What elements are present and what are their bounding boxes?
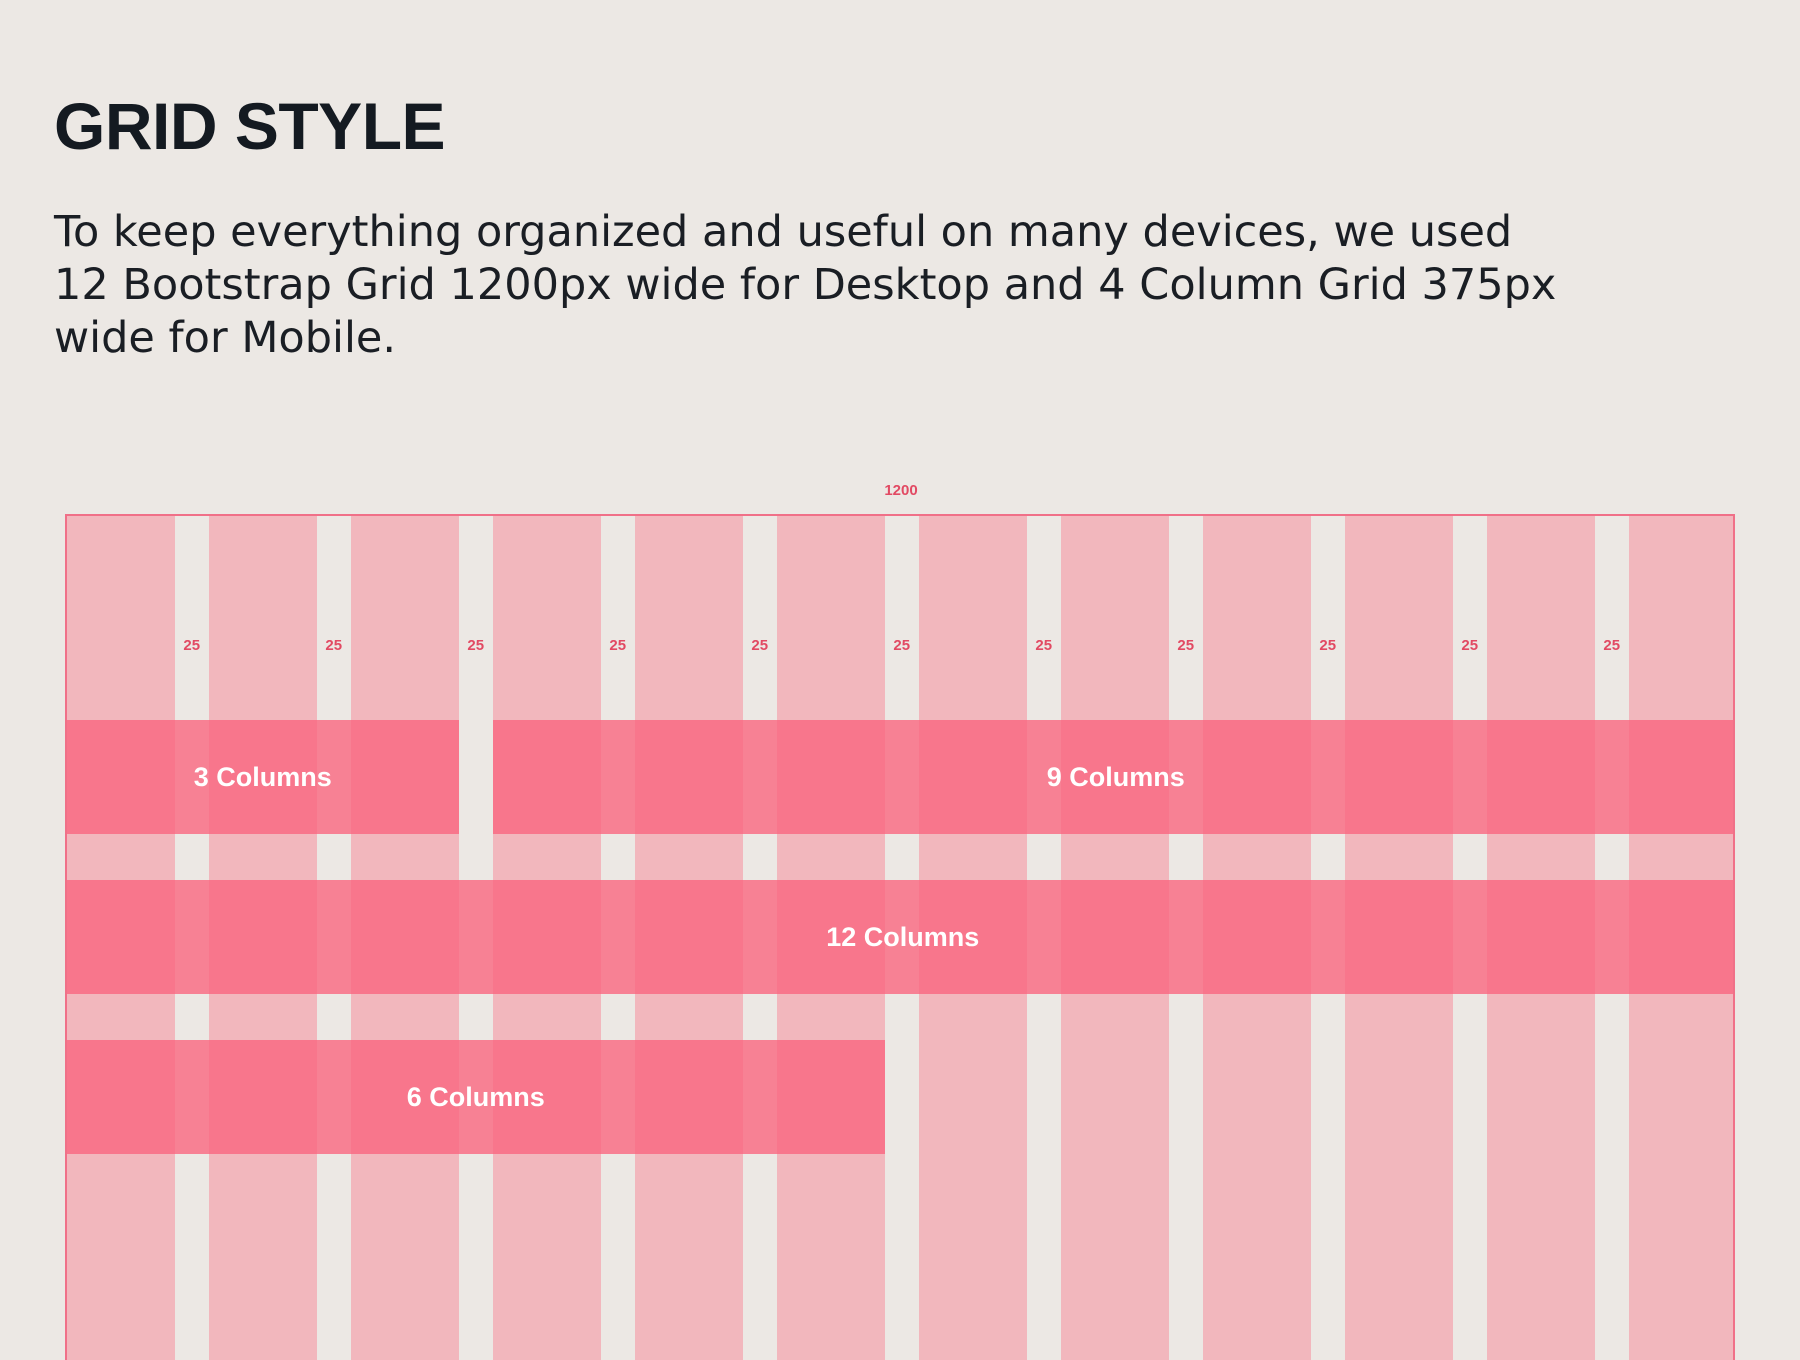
gutter-width-label: 25 (183, 637, 201, 654)
gutter-width-label: 25 (325, 637, 343, 654)
page-title: GRID STYLE (54, 89, 446, 163)
grid-diagram: 25 25 25 25 25 25 25 25 25 25 25 3 Columns 9 Columns… (65, 514, 1735, 1360)
gutter-width-label: 25 (1035, 637, 1053, 654)
gutter-width-label: 25 (1319, 637, 1337, 654)
gutter-width-label: 25 (893, 637, 911, 654)
gutter-width-label: 25 (751, 637, 769, 654)
span-bar-6-columns: 6 Columns (67, 1040, 885, 1154)
gutter-width-label: 25 (1461, 637, 1479, 654)
span-bar-12-columns: 12 Columns (67, 880, 1733, 994)
description-line-3: wide for Mobile. (54, 313, 397, 363)
total-width-label: 1200 (884, 482, 918, 499)
gutter-width-label: 25 (1177, 637, 1195, 654)
span-bar-9-columns: 9 Columns (493, 720, 1733, 834)
gutter-width-label: 25 (1603, 637, 1621, 654)
description-line-1: To keep everything organized and useful … (54, 207, 1513, 257)
gutter-width-label: 25 (609, 637, 627, 654)
description-line-2: 12 Bootstrap Grid 1200px wide for Deskto… (54, 260, 1557, 310)
span-bar-3-columns: 3 Columns (67, 720, 459, 834)
gutter-width-label: 25 (467, 637, 485, 654)
description: To keep everything organized and useful … (54, 206, 1674, 365)
